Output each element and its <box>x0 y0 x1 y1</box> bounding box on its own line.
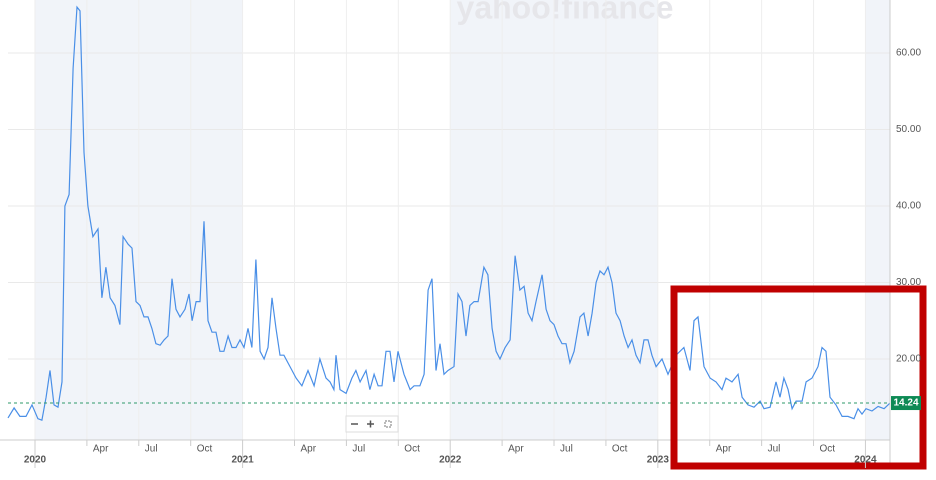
x-tick-label: Jul <box>145 444 158 455</box>
x-tick-label: 2022 <box>439 455 462 466</box>
x-tick-label: Jul <box>352 444 365 455</box>
x-tick-label: Apr <box>508 444 524 455</box>
y-tick-label: 60.00 <box>896 48 921 59</box>
x-tick-label: Apr <box>716 444 732 455</box>
x-tick-label: 2020 <box>24 455 47 466</box>
x-tick-label: Oct <box>612 444 628 455</box>
x-tick-label: 2023 <box>647 455 670 466</box>
zoom-reset[interactable] <box>384 420 392 428</box>
current-badge <box>891 396 921 411</box>
highlight-box <box>670 285 927 470</box>
x-tick-label: Oct <box>404 444 420 455</box>
grid <box>8 0 890 440</box>
zoom-controls[interactable] <box>345 415 399 433</box>
x-tick-label: 2024 <box>854 455 877 466</box>
watermark: yahoo!finance <box>457 0 674 25</box>
y-tick-label: 30.00 <box>896 277 921 288</box>
price-line <box>7 5 891 422</box>
y-tick-label: 50.00 <box>896 124 921 135</box>
x-tick-label: Jul <box>768 444 781 455</box>
x-tick-label: Apr <box>301 444 317 455</box>
y-tick-label: 40.00 <box>896 201 921 212</box>
x-tick-label: 2021 <box>231 455 254 466</box>
marks <box>7 5 891 422</box>
current-label: 14.24 <box>893 398 918 409</box>
x-tick-label: Apr <box>93 444 109 455</box>
y-tick-label: 20.00 <box>896 354 921 365</box>
x-tick-label: Oct <box>197 444 213 455</box>
x-tick-label: Jul <box>560 444 573 455</box>
year-shade <box>865 0 890 440</box>
x-tick-label: Oct <box>820 444 836 455</box>
